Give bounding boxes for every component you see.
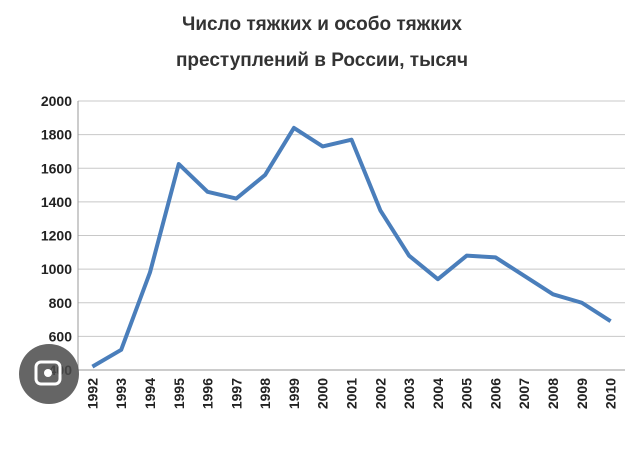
y-tick-label: 1600 <box>41 160 72 176</box>
x-tick-label: 1999 <box>286 378 302 409</box>
x-tick-label: 1997 <box>228 378 244 409</box>
x-tick-label: 2000 <box>315 378 331 409</box>
x-tick-label: 2006 <box>487 378 503 409</box>
y-tick-label: 1800 <box>41 127 72 143</box>
x-tick-label: 1995 <box>171 378 187 409</box>
chart-title: Число тяжких и особо тяжких <box>182 14 462 35</box>
x-tick-label: 2001 <box>344 378 360 409</box>
line <box>91 125 612 369</box>
x-tick-label: 2003 <box>401 378 417 409</box>
x-tick-label: 1998 <box>257 378 273 409</box>
x-tick-label: 1994 <box>142 378 158 409</box>
lens-dot <box>44 369 52 377</box>
x-tick-label: 1993 <box>113 378 129 409</box>
y-tick-label: 1400 <box>41 194 72 210</box>
y-tick-label: 800 <box>49 295 73 311</box>
x-tick-label: 1996 <box>200 378 216 409</box>
chart-title: преступлений в России, тысяч <box>176 50 468 71</box>
y-tick-label: 2000 <box>41 93 72 109</box>
y-tick-label: 1000 <box>41 261 72 277</box>
x-tick-label: 2010 <box>603 378 619 409</box>
lens-button[interactable] <box>19 344 79 404</box>
x-tick-label: 2005 <box>459 378 475 409</box>
x-tick-label: 2009 <box>574 378 590 409</box>
y-tick-label: 1200 <box>41 228 72 244</box>
lens-icon <box>34 360 62 386</box>
x-tick-label: 2007 <box>516 378 532 409</box>
x-tick-label: 2004 <box>430 378 446 409</box>
y-tick-label: 600 <box>49 328 73 344</box>
x-tick-label: 2008 <box>545 378 561 409</box>
x-tick-label: 1992 <box>84 378 100 409</box>
x-tick-label: 2002 <box>372 378 388 409</box>
